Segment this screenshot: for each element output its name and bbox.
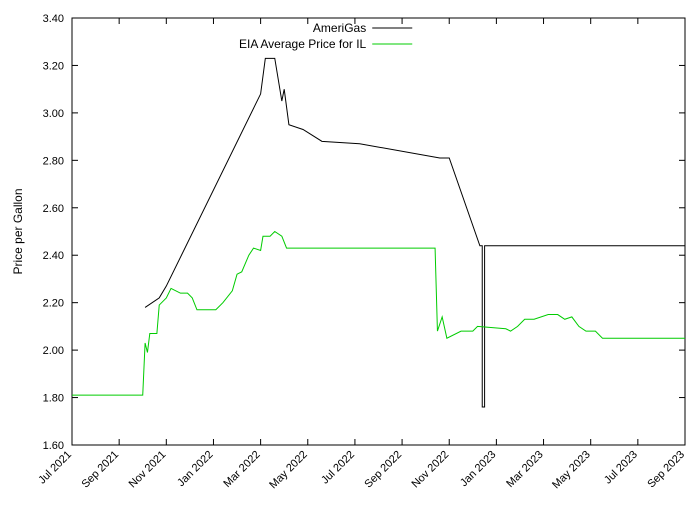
y-tick-label: 2.20 bbox=[43, 298, 64, 310]
y-tick-label: 2.00 bbox=[43, 345, 64, 357]
y-tick-label: 1.80 bbox=[43, 393, 64, 405]
x-tick-label: Jan 2022 bbox=[175, 449, 215, 489]
y-tick-label: 3.00 bbox=[43, 108, 64, 120]
series-line bbox=[72, 232, 685, 396]
y-tick-label: 3.20 bbox=[43, 60, 64, 72]
x-tick-label: Mar 2023 bbox=[504, 449, 545, 490]
price-chart: 1.60 1.80 2.00 2.20 2.40 2.60 2.80 3.00 3.20 3.40… bbox=[0, 0, 700, 525]
x-tick-label: Jan 2023 bbox=[458, 449, 498, 489]
x-tick-label: Jul 2021 bbox=[36, 449, 74, 487]
x-tick-label: Mar 2022 bbox=[221, 449, 262, 490]
x-tick-label: Nov 2022 bbox=[410, 449, 452, 491]
y-tick-label: 2.60 bbox=[43, 203, 64, 215]
y-tick-label: 3.40 bbox=[43, 13, 64, 25]
legend-label: AmeriGas bbox=[313, 21, 366, 35]
y-axis-title: Price per Gallon bbox=[11, 188, 25, 274]
x-tick-label: Jul 2022 bbox=[319, 449, 357, 487]
legend-label: EIA Average Price for IL bbox=[239, 37, 367, 51]
x-tick-label: Nov 2021 bbox=[127, 449, 169, 491]
series-line bbox=[145, 58, 685, 407]
y-tick-label: 2.40 bbox=[43, 250, 64, 262]
x-tick-label: May 2023 bbox=[550, 449, 593, 492]
x-tick-label: Jul 2023 bbox=[602, 449, 640, 487]
y-tick-label: 1.60 bbox=[43, 440, 64, 452]
plot-border bbox=[72, 18, 685, 445]
x-tick-label: Sep 2022 bbox=[362, 449, 404, 491]
x-tick-label: Sep 2021 bbox=[79, 449, 121, 491]
x-tick-label: Sep 2023 bbox=[645, 449, 687, 491]
x-tick-label: May 2022 bbox=[267, 449, 310, 492]
chart-svg: 1.60 1.80 2.00 2.20 2.40 2.60 2.80 3.00 3.20 3.40… bbox=[0, 0, 700, 525]
y-tick-label: 2.80 bbox=[43, 155, 64, 167]
